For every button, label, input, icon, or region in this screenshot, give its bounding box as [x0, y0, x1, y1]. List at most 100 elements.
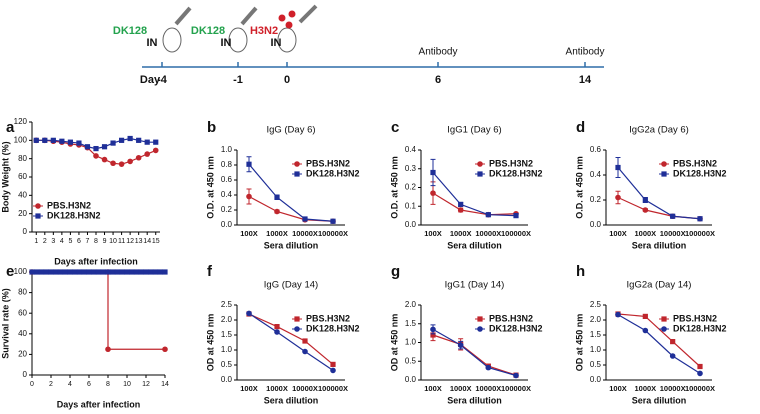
marker — [105, 269, 111, 275]
marker — [697, 370, 703, 377]
event-agent: DK128 — [191, 25, 225, 37]
marker — [38, 269, 45, 275]
y-tick-label: 0.0 — [405, 375, 417, 384]
y-tick-label: 0.3 — [405, 164, 417, 173]
marker — [110, 269, 116, 275]
legend-marker — [294, 326, 300, 332]
marker — [72, 269, 78, 275]
marker — [697, 216, 703, 222]
timeline-tick-label: -4 — [157, 74, 168, 86]
marker — [144, 151, 150, 157]
legend-label: DK128.H3N2 — [673, 168, 727, 178]
y-tick-label: 60 — [18, 308, 27, 317]
legend-label: DK128.H3N2 — [673, 323, 727, 333]
y-axis-label: O.D. at 450 nm — [389, 156, 399, 219]
marker — [91, 269, 97, 275]
panel: e 0 20 40 60 80 100 0 2 4 6 8 10 12 14 Days after infec… — [0, 263, 169, 409]
y-tick-label: 2.5 — [590, 300, 602, 309]
mouse-icon — [277, 27, 297, 53]
y-axis-label: Body Weight (%) — [0, 141, 10, 212]
y-tick-label: 2.0 — [221, 315, 233, 324]
x-tick-label: 7 — [86, 238, 90, 245]
marker — [33, 137, 39, 143]
x-tick-label: 14 — [161, 381, 169, 388]
marker — [670, 339, 676, 345]
event-route: IN — [221, 37, 232, 49]
marker — [100, 269, 106, 275]
series-line — [432, 172, 517, 217]
marker — [119, 269, 125, 275]
marker — [330, 367, 336, 374]
marker — [670, 213, 676, 219]
x-tick-label: 6 — [87, 381, 91, 388]
event-route: IN — [271, 37, 282, 49]
panel-letter: e — [6, 263, 14, 280]
marker — [302, 216, 308, 222]
y-tick-label: 0.5 — [590, 360, 602, 369]
legend-marker — [477, 316, 483, 322]
marker — [81, 269, 87, 275]
legend-label: PBS.H3N2 — [306, 158, 350, 168]
event-agent: DK128 — [113, 25, 147, 37]
y-tick-label: 0.6 — [590, 145, 602, 154]
marker — [152, 269, 159, 275]
marker — [162, 269, 168, 275]
x-tick-label: 10000X — [475, 384, 501, 393]
marker — [144, 139, 150, 145]
x-tick-label: 1000X — [450, 229, 472, 238]
legend-label: PBS.H3N2 — [489, 313, 533, 323]
marker — [485, 212, 491, 218]
series-line — [617, 167, 701, 220]
marker — [62, 269, 68, 275]
marker — [162, 346, 168, 353]
marker — [135, 154, 142, 161]
legend-marker — [661, 171, 667, 177]
marker — [697, 363, 703, 370]
marker — [458, 201, 464, 207]
y-tick-label: 0 — [23, 370, 28, 379]
marker — [615, 311, 621, 318]
x-tick-label: 100X — [609, 229, 627, 238]
x-tick-label: 4 — [60, 238, 64, 245]
x-tick-label: 2 — [49, 381, 53, 388]
y-tick-label: 0.6 — [221, 175, 233, 184]
series-line — [617, 314, 701, 374]
panel-letter: b — [207, 119, 216, 136]
x-tick-label: 10000X — [292, 229, 318, 238]
x-tick-label: 100000X — [685, 384, 715, 393]
panel: b IgG (Day 6) 0.0 0.2 0.4 0.6 0.8 1.0 100X 1000X 1… — [205, 119, 359, 250]
legend-label: DK128.H3N2 — [306, 323, 360, 333]
y-tick-label: 0.2 — [405, 183, 417, 192]
x-tick-label: 100X — [609, 384, 627, 393]
marker — [119, 137, 125, 143]
panel-letter: f — [207, 263, 213, 280]
chart-title: IgG2a (Day 14) — [627, 280, 692, 291]
x-tick-label: 100X — [240, 229, 258, 238]
y-tick-label: 20 — [18, 209, 27, 218]
x-axis-label: Sera dilution — [264, 395, 319, 405]
y-tick-label: 0.5 — [405, 356, 417, 365]
x-tick-label: 2 — [43, 238, 47, 245]
marker — [246, 310, 252, 317]
legend-marker — [661, 326, 667, 332]
timeline-tick-label: 0 — [284, 74, 290, 86]
marker — [138, 269, 144, 275]
series-line — [248, 313, 334, 365]
x-tick-label: 100000X — [501, 229, 531, 238]
legend-label: DK128.H3N2 — [489, 323, 543, 333]
marker — [615, 194, 621, 201]
legend-label: PBS.H3N2 — [489, 158, 533, 168]
marker — [101, 144, 108, 150]
y-tick-label: 0.0 — [221, 220, 233, 229]
y-tick-label: 1.5 — [405, 319, 417, 328]
series-line — [432, 192, 517, 216]
mouse-icon — [162, 27, 182, 53]
marker — [485, 364, 492, 371]
y-tick-label: 0.0 — [590, 220, 602, 229]
marker — [101, 156, 108, 163]
y-tick-label: 0.0 — [405, 220, 417, 229]
marker — [67, 139, 73, 145]
y-tick-label: 0.4 — [221, 190, 233, 199]
marker — [57, 269, 64, 275]
